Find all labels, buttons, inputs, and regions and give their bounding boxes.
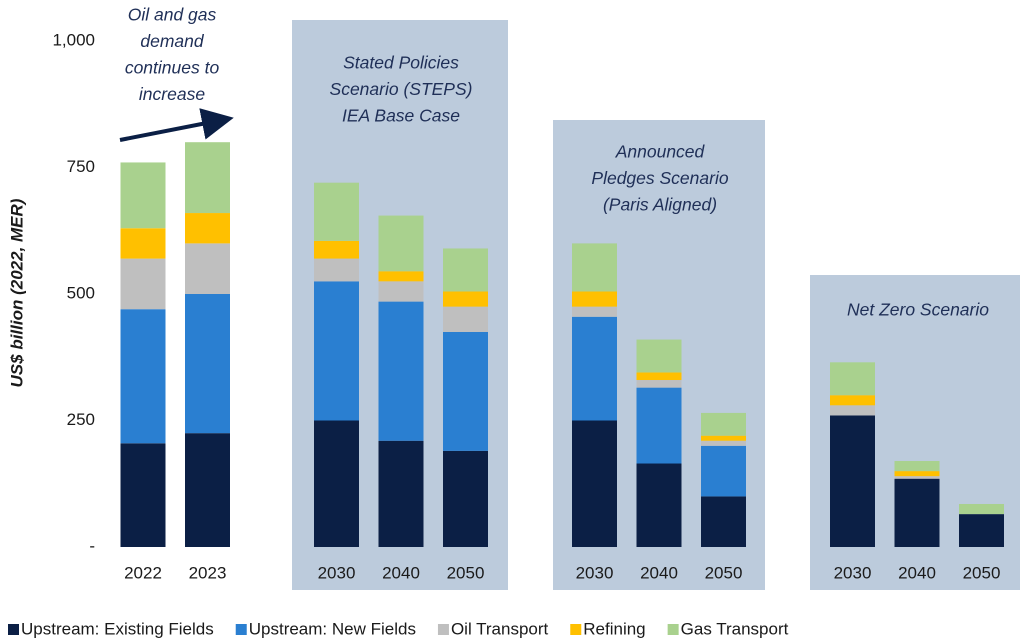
bar-segment (572, 316, 617, 421)
annotation: Announced (615, 142, 706, 162)
bar-segment (443, 248, 488, 292)
bar-segment (314, 258, 359, 282)
bar-segment (185, 243, 230, 294)
y-tick-label: - (89, 536, 95, 555)
annotation: IEA Base Case (342, 106, 460, 126)
bar-segment (314, 182, 359, 241)
bar-segment (572, 243, 617, 292)
x-tick-label: 2030 (318, 563, 356, 582)
annotation: Pledges Scenario (591, 168, 728, 188)
annotation: continues to (125, 58, 220, 78)
bar-segment (443, 450, 488, 547)
bar-segment (894, 460, 940, 472)
y-tick-label: 500 (67, 283, 95, 302)
annotation: (Paris Aligned) (603, 195, 717, 215)
bar-segment (314, 240, 359, 259)
x-tick-label: 2050 (705, 563, 743, 582)
bar-segment (120, 228, 166, 259)
x-tick-label: 2030 (576, 563, 614, 582)
bar-segment (185, 213, 230, 244)
bar-segment (894, 476, 940, 479)
bar-segment (959, 503, 1004, 515)
bar-segment (636, 463, 682, 547)
x-tick-label: 2023 (189, 563, 227, 582)
legend-label: Upstream: Existing Fields (21, 619, 214, 638)
bar-segment (443, 306, 488, 332)
x-tick-label: 2030 (834, 563, 872, 582)
bar-segment (120, 162, 166, 229)
legend-label: Refining (583, 619, 645, 638)
x-tick-label: 2040 (898, 563, 936, 582)
x-tick-label: 2040 (640, 563, 678, 582)
bar-segment (185, 294, 230, 434)
x-tick-label: 2040 (382, 563, 420, 582)
legend-swatch (235, 624, 247, 635)
bar-segment (185, 142, 230, 214)
bar-segment (572, 420, 617, 547)
bar-segment (443, 291, 488, 307)
x-tick-label: 2050 (963, 563, 1001, 582)
bar-segment (894, 478, 940, 547)
legend-swatch (570, 624, 582, 635)
bar-segment (830, 405, 875, 416)
bar-segment (701, 412, 746, 436)
legend-swatch (437, 624, 449, 635)
bar-segment (701, 435, 746, 441)
bar-segment (572, 291, 617, 307)
bar-segment (314, 420, 359, 547)
bar-segment (830, 395, 875, 406)
legend-label: Upstream: New Fields (249, 619, 416, 638)
bar-segment (120, 309, 166, 444)
bar-segment (636, 387, 682, 464)
bar-segment (378, 215, 424, 272)
bar-segment (314, 281, 359, 421)
x-tick-label: 2022 (124, 563, 162, 582)
legend-label: Gas Transport (681, 619, 789, 638)
bar-segment (378, 301, 424, 441)
bar-segment (572, 306, 617, 317)
bar-segment (830, 415, 875, 547)
annotation: Net Zero Scenario (847, 300, 989, 320)
bar-segment (443, 331, 488, 451)
annotation: Scenario (STEPS) (330, 79, 473, 99)
bar-segment (701, 445, 746, 497)
trend-arrow (119, 108, 234, 142)
bar-segment (830, 362, 875, 396)
y-axis-label: US$ billion (2022, MER) (7, 198, 26, 387)
legend-swatch (667, 624, 679, 635)
bar-segment (378, 281, 424, 302)
bar-segment (636, 339, 682, 373)
y-tick-label: 1,000 (52, 30, 95, 49)
bar-segment (120, 258, 166, 310)
annotation: Stated Policies (343, 53, 459, 73)
annotation: Oil and gas (128, 5, 217, 25)
bar-segment (894, 471, 940, 477)
legend-label: Oil Transport (451, 619, 549, 638)
y-tick-label: 250 (67, 410, 95, 429)
legend-swatch (8, 624, 19, 635)
bar-segment (959, 514, 1004, 547)
bar-segment (378, 271, 424, 282)
x-tick-label: 2050 (447, 563, 485, 582)
bar-segment (701, 440, 746, 446)
bar-segment (378, 440, 424, 547)
annotation: demand (140, 31, 205, 51)
bar-segment (636, 372, 682, 381)
bar-segment (120, 443, 166, 547)
annotation: increase (139, 84, 205, 104)
bar-segment (636, 380, 682, 388)
bar-segment (701, 496, 746, 547)
bar-segment (185, 433, 230, 547)
y-tick-label: 750 (67, 157, 95, 176)
